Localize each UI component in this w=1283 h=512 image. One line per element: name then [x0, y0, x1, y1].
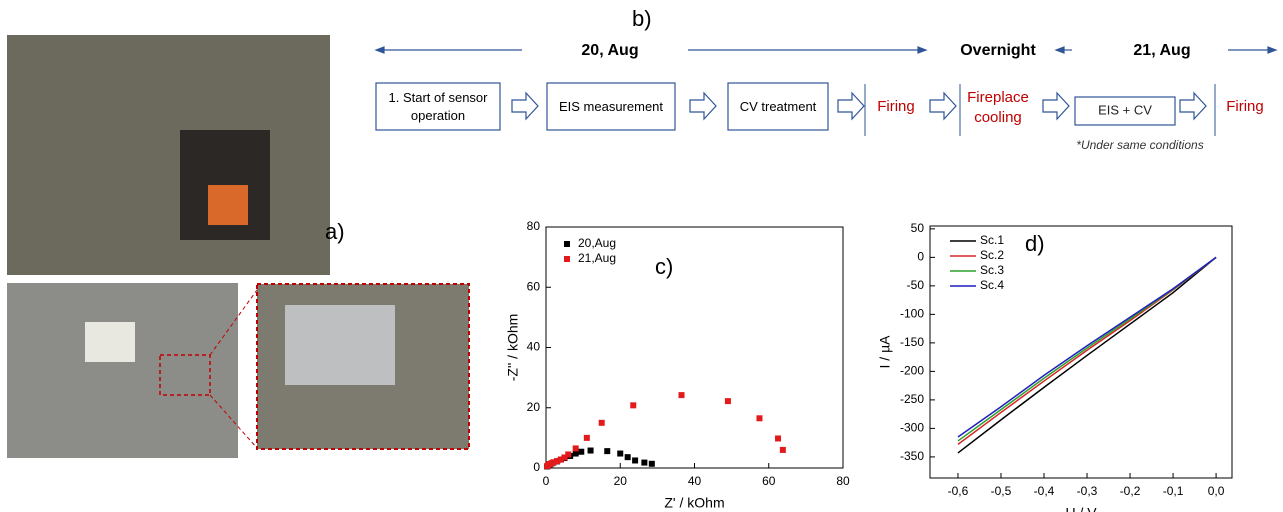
point — [565, 451, 572, 458]
point — [572, 450, 579, 457]
date-label: 20, Aug — [581, 42, 638, 59]
flow-arrows — [511, 91, 1207, 121]
y-tick-label: -250 — [900, 392, 924, 406]
x-tick-label: -0,3 — [1077, 484, 1098, 498]
date-label: 21, Aug — [1133, 42, 1190, 59]
point — [572, 445, 579, 452]
photo-sensor-box — [285, 305, 395, 385]
point — [630, 402, 637, 409]
legend-label: Sc.2 — [980, 248, 1004, 262]
point — [550, 459, 557, 466]
legend-label: Sc.3 — [980, 263, 1004, 277]
point — [554, 458, 561, 465]
point — [648, 460, 655, 467]
point — [583, 434, 590, 441]
y-tick-label: -200 — [900, 364, 924, 378]
point — [678, 392, 685, 399]
point — [587, 447, 594, 454]
x-axis-label: Z' / kOhm — [664, 495, 724, 511]
panel-label: d) — [1025, 231, 1045, 256]
zoom-frame — [159, 354, 211, 396]
point — [641, 459, 648, 466]
step-text: Firing — [1226, 98, 1264, 115]
y-tick-label: 80 — [527, 219, 541, 233]
legend-swatch — [564, 241, 570, 247]
step-box — [1074, 96, 1176, 126]
note: *Under same conditions — [1076, 138, 1203, 152]
point — [779, 446, 786, 453]
photo-fire — [208, 185, 248, 225]
step-box — [727, 82, 829, 131]
point — [578, 448, 585, 455]
panel-label: c) — [655, 254, 673, 279]
step: Fireplace cooling — [967, 89, 1029, 126]
x-axis-label: U / V — [1065, 505, 1097, 512]
point — [617, 450, 624, 457]
step-text: EIS measurement — [558, 98, 664, 114]
x-tick-label: -0,6 — [948, 484, 969, 498]
plot-frame — [929, 225, 1233, 479]
panel-label: b) — [632, 6, 652, 31]
x-tick-label: 0,0 — [1208, 484, 1225, 498]
x-tick-label: 40 — [688, 474, 702, 488]
y-tick-label: -50 — [907, 278, 925, 292]
y-tick-label: 50 — [911, 221, 925, 235]
step-text: 1. Start of sensor operation — [388, 89, 488, 123]
point — [557, 456, 564, 463]
zoom-line — [209, 394, 258, 449]
line — [957, 256, 1217, 454]
point — [775, 435, 782, 442]
date-label: Overnight — [960, 42, 1036, 59]
legend-label: Sc.4 — [980, 278, 1004, 292]
photo-lab — [7, 283, 238, 458]
x-tick-label: 20 — [614, 474, 628, 488]
y-tick-label: -100 — [900, 307, 924, 321]
point — [632, 457, 639, 464]
x-tick-label: 0 — [543, 474, 550, 488]
x-tick-label: 60 — [762, 474, 776, 488]
y-tick-label: 20 — [527, 400, 541, 414]
line — [957, 256, 1217, 438]
x-tick-label: -0,5 — [991, 484, 1012, 498]
step-text: CV treatment — [739, 98, 817, 114]
y-tick-label: 40 — [527, 340, 541, 354]
step-text: Fireplace cooling — [967, 89, 1029, 126]
legend-label: 20,Aug — [578, 236, 616, 250]
step-box — [546, 82, 676, 131]
step: 1. Start of sensor operation — [388, 89, 488, 123]
point — [561, 454, 568, 461]
legend-label: Sc.1 — [980, 233, 1004, 247]
panel-label: a) — [325, 219, 345, 244]
y-tick-label: 60 — [527, 279, 541, 293]
y-axis-label: I / µA — [877, 335, 893, 369]
step-text: EIS + CV — [1098, 102, 1152, 117]
y-tick-label: -300 — [900, 421, 924, 435]
y-tick-label: 0 — [533, 460, 540, 474]
y-tick-label: -350 — [900, 449, 924, 463]
point — [598, 419, 605, 426]
point — [756, 415, 763, 422]
x-tick-label: -0,2 — [1120, 484, 1141, 498]
x-tick-label: 80 — [836, 474, 850, 488]
legend-swatch — [564, 256, 570, 262]
legend-label: 21,Aug — [578, 251, 616, 265]
step: EIS measurement — [558, 98, 664, 114]
point — [624, 454, 631, 461]
step: CV treatment — [739, 98, 817, 114]
photo-setup — [7, 35, 330, 275]
step-text: Firing — [877, 98, 915, 115]
y-tick-label: 0 — [917, 250, 924, 264]
x-tick-label: -0,1 — [1163, 484, 1184, 498]
y-tick-label: -150 — [900, 335, 924, 349]
point — [604, 448, 611, 455]
zoom-line — [209, 289, 258, 356]
y-axis-label: -Z'' / kOhm — [505, 314, 521, 382]
point — [724, 398, 731, 405]
step-box — [375, 82, 501, 131]
photo-monitor — [85, 322, 135, 362]
x-tick-label: -0,4 — [1034, 484, 1055, 498]
timeline-arrows — [374, 46, 1278, 54]
